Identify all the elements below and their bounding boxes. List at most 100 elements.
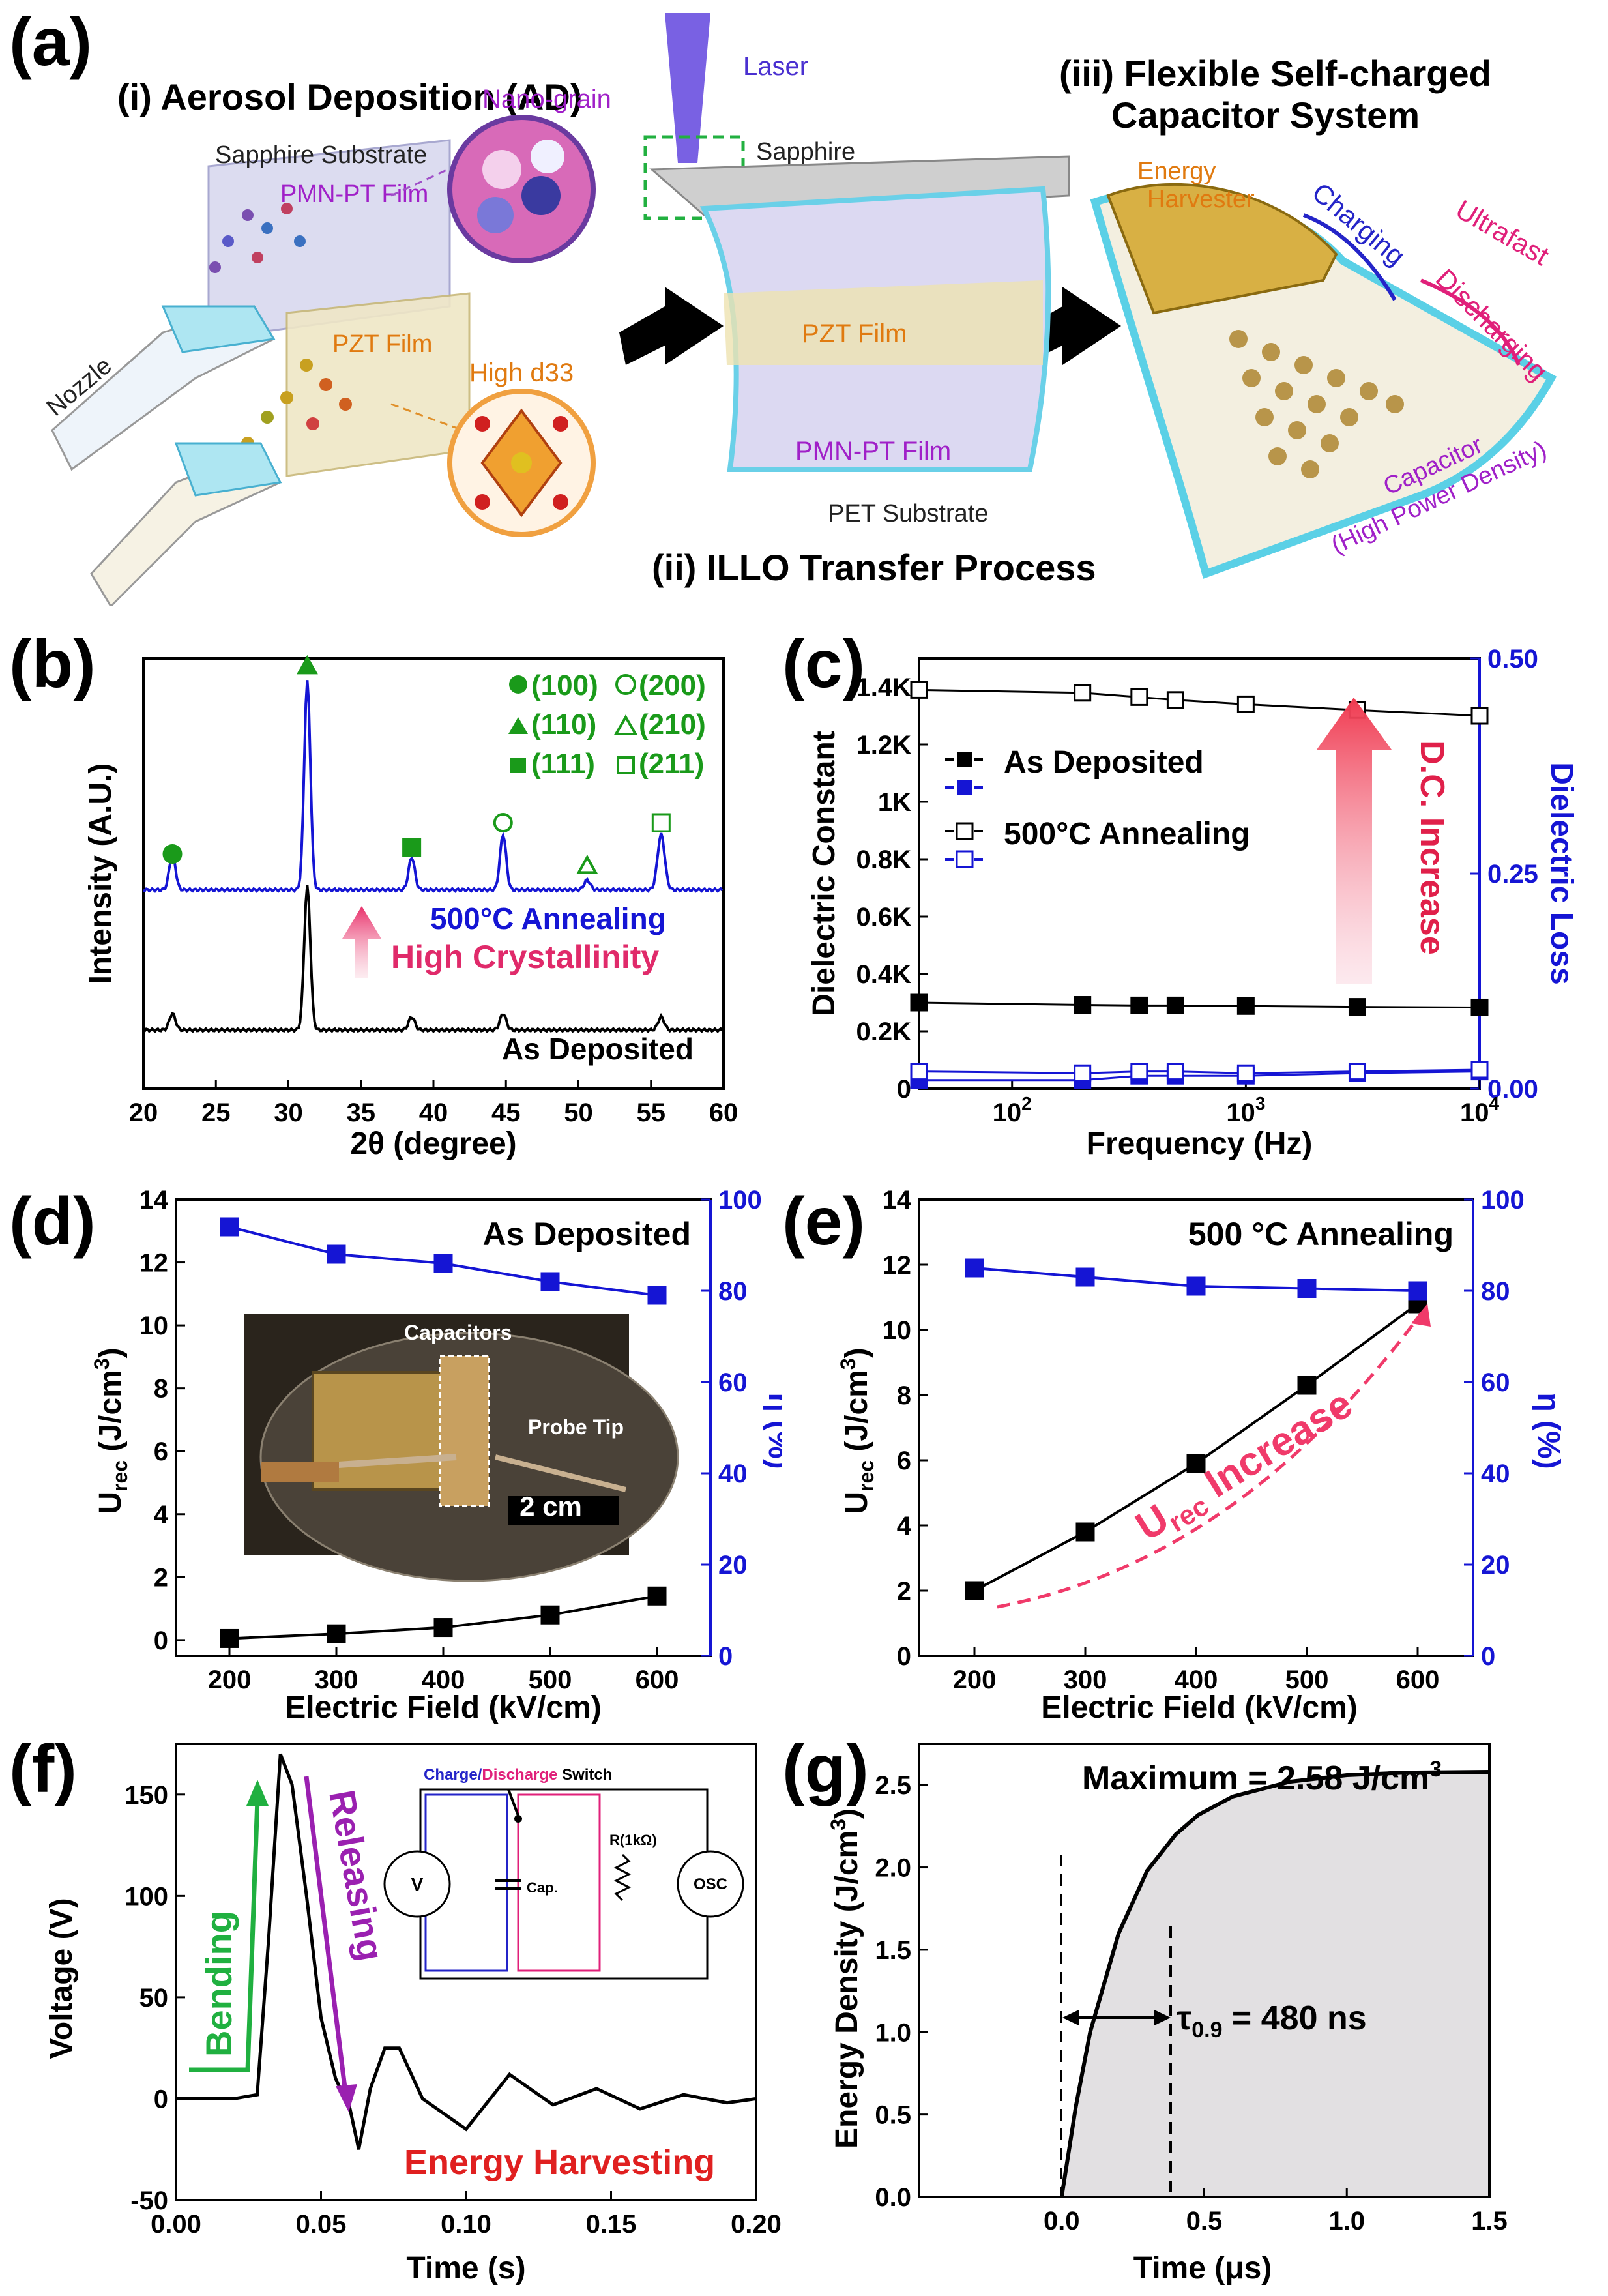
chart-b: 20 25 30 35 40 45 50 55 60 Intensity (A.U.) 2θ (… <box>83 655 738 1161</box>
chart-d-data-point <box>327 1244 346 1264</box>
chart-d-data-point <box>433 1618 453 1638</box>
chart-c-data-point <box>1470 707 1489 725</box>
chart-e-ytick-label: 4 <box>897 1512 912 1540</box>
sapphire-label: Sapphire <box>756 138 855 166</box>
chart-e-ytick-right-label: 100 <box>1481 1186 1525 1214</box>
chart-c-data-point <box>1236 1064 1255 1082</box>
chart-b-xtick-label: 60 <box>709 1098 738 1127</box>
chart-c-xlabel: Frequency (Hz) <box>1087 1126 1313 1161</box>
svg-text:R(1kΩ): R(1kΩ) <box>609 1832 657 1848</box>
chart-b-xtick-label: 30 <box>274 1098 303 1127</box>
releasing-label: Releasing <box>321 1787 392 1964</box>
chart-f-ytick-label: 50 <box>139 1984 169 2012</box>
chart-d-data-point <box>647 1586 667 1606</box>
chart-f-xtick-label: 0.05 <box>296 2210 347 2239</box>
urec-increase-arrow <box>997 1312 1423 1609</box>
chart-e-ytick-right-label: 80 <box>1481 1277 1510 1306</box>
chart-b-peak-marker <box>493 813 513 832</box>
chart-b-xtick-label: 40 <box>419 1098 448 1127</box>
chart-e-xtick-label: 200 <box>953 1666 997 1694</box>
chart-b-xtick-label: 20 <box>129 1098 158 1127</box>
chart-d-ylabel-right: η (%) <box>762 1392 782 1469</box>
section-iii-title-2: Capacitor System <box>1111 95 1420 136</box>
sapphire-substrate-pzt <box>285 292 471 477</box>
panel-a-illustration: (i) Aerosol Deposition (AD) (ii) ILLO Tr… <box>42 13 1557 606</box>
chart-g-ytick-label: 0.5 <box>875 2101 911 2130</box>
chart-d-data-point <box>540 1272 560 1291</box>
chart-e-data-point <box>1408 1281 1427 1301</box>
svg-text:Charge/Discharge Switch: Charge/Discharge Switch <box>424 1766 612 1784</box>
chart-c-xtick-label: 102 <box>993 1093 1032 1127</box>
energy-harvesting-label: Energy Harvesting <box>404 2143 715 2182</box>
chart-e-xtick-label: 300 <box>1064 1666 1107 1694</box>
svg-text:(210): (210) <box>639 709 706 741</box>
section-ii-title: (ii) ILLO Transfer Process <box>652 547 1096 588</box>
energy-harvester <box>1106 183 1338 315</box>
chart-c-data-point <box>1166 1063 1184 1081</box>
chart-d-xtick-label: 300 <box>315 1666 358 1694</box>
section-i-title: (i) Aerosol Deposition (AD) <box>117 76 582 117</box>
panel-g: (g) 0.0 0.5 1.0 1.5 2.0 2.5 0.0 0.5 1.0 1.5 τ0.9 … <box>782 1718 1608 2296</box>
svg-text:2 cm: 2 cm <box>519 1491 582 1522</box>
panel-d: (d) 0 2 4 6 8 10 12 14 0 20 40 60 80 100 200 300 400 500 6… <box>0 1183 782 1724</box>
chart-d-ylabel: Urec (J/cm3) <box>90 1347 132 1514</box>
chart-f-xtick-label: 0.20 <box>731 2210 782 2239</box>
chart-g-ytick-label: 2.0 <box>875 1854 911 1883</box>
chart-c-data-point <box>1166 996 1184 1014</box>
chart-g-xlabel: Time (μs) <box>1133 2251 1272 2286</box>
urec-increase-label: Urec Increase <box>1128 1381 1363 1553</box>
high-d33-zoom <box>390 389 596 537</box>
chart-c-xtick-label: 104 <box>1460 1093 1500 1127</box>
chart-d-xtick-label: 200 <box>208 1666 252 1694</box>
chart-c-data-point <box>1130 1063 1148 1081</box>
chart-e-ylabel: Urec (J/cm3) <box>836 1347 878 1514</box>
chart-d-data-point <box>540 1605 560 1625</box>
chart-e-xtick-label: 400 <box>1175 1666 1218 1694</box>
chart-b-high-crystallinity: High Crystallinity <box>391 939 659 975</box>
svg-text:OSC: OSC <box>694 1876 727 1893</box>
chart-g-energy-line <box>1059 1770 1490 2198</box>
chart-d-ytick-label: 4 <box>154 1501 169 1529</box>
tau-label: τ0.9 = 480 ns <box>1177 1999 1367 2042</box>
chart-d-data-point <box>327 1624 346 1643</box>
svg-text:As Deposited: As Deposited <box>1004 745 1204 780</box>
chart-f-frame <box>175 1743 757 2201</box>
chart-e-data-point <box>1297 1279 1317 1298</box>
chart-f-ytick-label: 0 <box>154 2085 168 2113</box>
chart-c-xtick-label: 103 <box>1226 1093 1265 1127</box>
chart-d-ytick-label: 0 <box>154 1626 168 1655</box>
chart-f-xtick-label: 0.10 <box>441 2210 491 2239</box>
chart-e-data-point <box>1075 1522 1095 1542</box>
chart-c-ylabel: Dielectric Constant <box>807 731 841 1016</box>
panel-c: (c) 0 0.2K 0.4K 0.6K 0.8K 1K 1.2K 1.4K 0.00 0.25 0… <box>782 613 1608 1186</box>
chart-c-data-point <box>1348 1063 1366 1081</box>
chart-d-title: As Deposited <box>482 1216 691 1252</box>
laser-beam <box>665 13 710 163</box>
pet-substrate-label: PET Substrate <box>828 500 988 527</box>
chart-e-ytick-label: 6 <box>897 1447 911 1475</box>
chart-c-data-point <box>1074 996 1092 1014</box>
chart-c-ytick-label: 0.8K <box>856 846 912 874</box>
chart-d-ytick-right-label: 80 <box>718 1277 748 1306</box>
chart-c-data-point <box>1130 996 1148 1014</box>
discharging-arrow <box>1420 278 1521 366</box>
pzt-film-label: PZT Film <box>332 331 432 358</box>
probe-station-photo: 2 cm Capacitors Probe Tip <box>244 1314 679 1582</box>
chart-b-xtick-label: 50 <box>564 1098 593 1127</box>
chart-c-series-line <box>918 688 1480 717</box>
chart-f-xlabel: Time (s) <box>406 2251 525 2286</box>
chart-g-area <box>1061 1772 1489 2197</box>
panel-d-label: (d) <box>9 1184 96 1259</box>
section-iii-title-1: (iii) Flexible Self-charged <box>1059 53 1491 94</box>
chart-d-ytick-right-label: 20 <box>718 1551 748 1580</box>
chart-d-data-point <box>220 1217 239 1237</box>
chart-g-ytick-label: 1.0 <box>875 2018 911 2047</box>
panel-f-label: (f) <box>9 1731 77 1807</box>
chart-e-ytick-right-label: 40 <box>1481 1460 1510 1488</box>
chart-b-peak-marker <box>651 813 671 832</box>
chart-c-data-point <box>1074 1064 1092 1082</box>
chart-f-ytick-label: 150 <box>124 1781 168 1810</box>
chart-e-data-point <box>1075 1267 1095 1287</box>
chart-c-data-point <box>910 681 928 699</box>
chart-f-ytick-label: 100 <box>124 1882 168 1911</box>
